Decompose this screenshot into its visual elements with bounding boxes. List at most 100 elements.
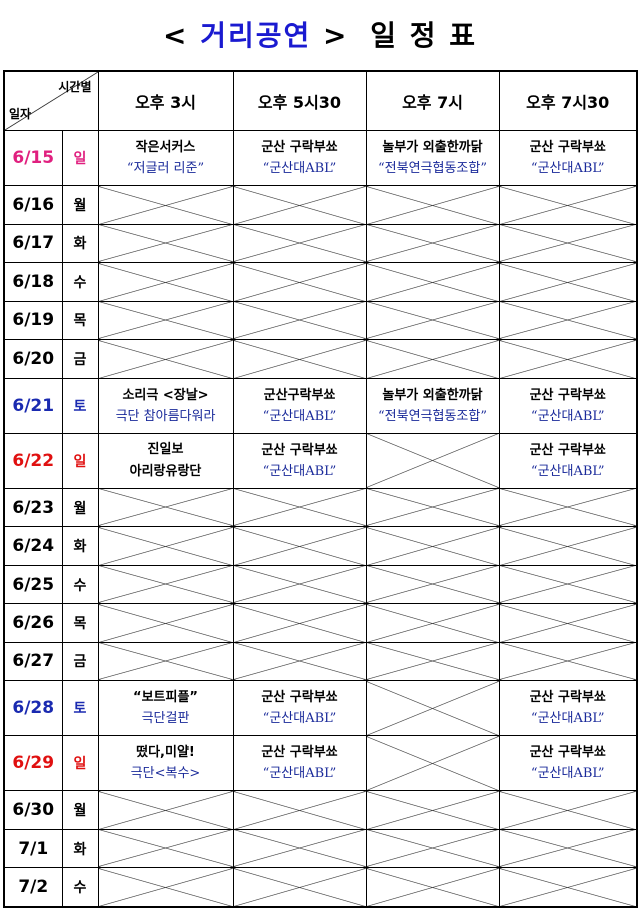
empty-slot-crossed [232,339,367,379]
weekday-cell: 화 [61,526,99,566]
performance-title: 군산 구락부쑈 [529,442,606,458]
table-row: 6/18 수 [3,262,638,302]
date-cell: 6/22 [3,432,63,489]
empty-slot-crossed [498,223,638,264]
table-row: 6/15 일 작은서커스 “저글러 리준” 군산 구락부쑈 “군산대ABL” 놀부가 외출한… [3,129,638,187]
performance-title: 군산 구락부쑈 [529,387,606,403]
table-row: 6/28 토 “보트피플” 극단걸판 군산 구락부쑈 “군산대ABL” 군산 구락부쑈 “군산… [3,680,638,737]
table-row: 6/23 월 [3,487,638,528]
empty-slot-crossed [365,487,500,528]
empty-slot-crossed [232,526,367,566]
weekday-cell: 화 [61,828,99,869]
empty-slot-crossed [498,867,638,908]
performer-name: “군산대ABL” [530,161,605,177]
header-row: 시간별 일자 오후 3시 오후 5시30 오후 7시 오후 7시30 [3,70,638,131]
performance-cell: 군산 구락부쑈 “군산대ABL” [232,680,367,737]
performer-name: “군산대ABL” [262,766,337,782]
table-row: 6/26 목 [3,603,638,643]
table-row: 7/2 수 [3,867,638,908]
performance-title: 작은서커스 [135,140,196,156]
table-row: 6/30 월 [3,790,638,830]
title-bracket-right: > [323,19,349,52]
date-cell: 6/26 [3,603,63,643]
date-cell: 6/15 [3,129,63,187]
performance-cell: 군산 구락부쑈 “군산대ABL” [232,735,367,792]
performance-title: 놀부가 외출한까닭 [382,140,483,156]
empty-slot-crossed [232,300,367,341]
performer-name: “전북연극협동조합” [378,161,487,177]
empty-slot-crossed [232,790,367,830]
empty-slot-crossed [232,867,367,908]
performer-name: 극단 참아름다워라 [115,408,216,424]
weekday-cell: 화 [61,223,99,264]
empty-slot-crossed [232,641,367,682]
performance-title: 군산 구락부쑈 [529,140,606,156]
weekday-cell: 목 [61,300,99,341]
weekday-cell: 토 [61,377,99,434]
empty-slot-crossed [97,828,234,869]
performer-name: 극단<복수> [130,766,201,782]
performer-name: “군산대ABL” [530,408,605,424]
empty-slot-crossed [365,641,500,682]
empty-slot-crossed [232,564,367,605]
performer-name: “군산대ABL” [530,463,605,479]
performance-title: 군산 구락부쑈 [261,690,338,706]
weekday-cell: 금 [61,641,99,682]
header-date-label: 일자 [9,107,32,121]
date-cell: 7/2 [3,867,63,908]
empty-slot-crossed [365,735,500,792]
performance-title: 군산구락부쑈 [263,387,336,403]
table-row: 6/29 일 떴다,미얄! 극단<복수> 군산 구락부쑈 “군산대ABL” 군산 구락부쑈 “… [3,735,638,792]
performance-title: 군산 구락부쑈 [261,442,338,458]
performance-title: 진일보 [147,441,184,457]
empty-slot-crossed [97,339,234,379]
empty-slot-crossed [97,185,234,225]
performer-name: “군산대ABL” [262,408,337,424]
weekday-cell: 일 [61,129,99,187]
empty-slot-crossed [97,790,234,830]
performance-title: 군산 구락부쑈 [529,690,606,706]
performance-title: 군산 구락부쑈 [261,140,338,156]
header-time: 오후 7시30 [498,70,638,131]
performance-cell: 군산 구락부쑈 “군산대ABL” [232,432,367,489]
date-cell: 6/24 [3,526,63,566]
table-row: 6/19 목 [3,300,638,341]
empty-slot-crossed [498,487,638,528]
empty-slot-crossed [365,223,500,264]
date-cell: 6/20 [3,339,63,379]
empty-slot-crossed [365,564,500,605]
table-row: 6/27 금 [3,641,638,682]
date-cell: 6/19 [3,300,63,341]
performer-name: 극단걸판 [141,711,190,727]
date-cell: 6/16 [3,185,63,225]
performance-cell: 군산 구락부쑈 “군산대ABL” [498,432,638,489]
empty-slot-crossed [498,185,638,225]
weekday-cell: 목 [61,603,99,643]
weekday-cell: 토 [61,680,99,737]
table-row: 6/21 토 소리극 <장날> 극단 참아름다워라 군산구락부쑈 “군산대ABL” 놀부가 … [3,377,638,434]
empty-slot-crossed [232,603,367,643]
performance-cell: 군산 구락부쑈 “군산대ABL” [498,129,638,187]
empty-slot-crossed [232,185,367,225]
performance-title: 군산 구락부쑈 [261,745,338,761]
empty-slot-crossed [97,526,234,566]
date-cell: 6/28 [3,680,63,737]
performer-name: “전북연극협동조합” [378,408,487,424]
performance-cell: 작은서커스 “저글러 리준” [97,129,234,187]
table-row: 6/24 화 [3,526,638,566]
performance-cell: 놀부가 외출한까닭 “전북연극협동조합” [365,377,500,434]
performance-title: “보트피플” [133,690,198,706]
empty-slot-crossed [365,262,500,302]
empty-slot-crossed [365,603,500,643]
weekday-cell: 금 [61,339,99,379]
empty-slot-crossed [365,680,500,737]
empty-slot-crossed [232,262,367,302]
empty-slot-crossed [232,828,367,869]
header-time-label: 시간별 [58,80,92,94]
empty-slot-crossed [365,300,500,341]
header-time: 오후 7시 [365,70,500,131]
weekday-cell: 월 [61,790,99,830]
performer-name: 아리랑유랑단 [129,463,202,479]
performer-name: “저글러 리준” [126,161,205,177]
